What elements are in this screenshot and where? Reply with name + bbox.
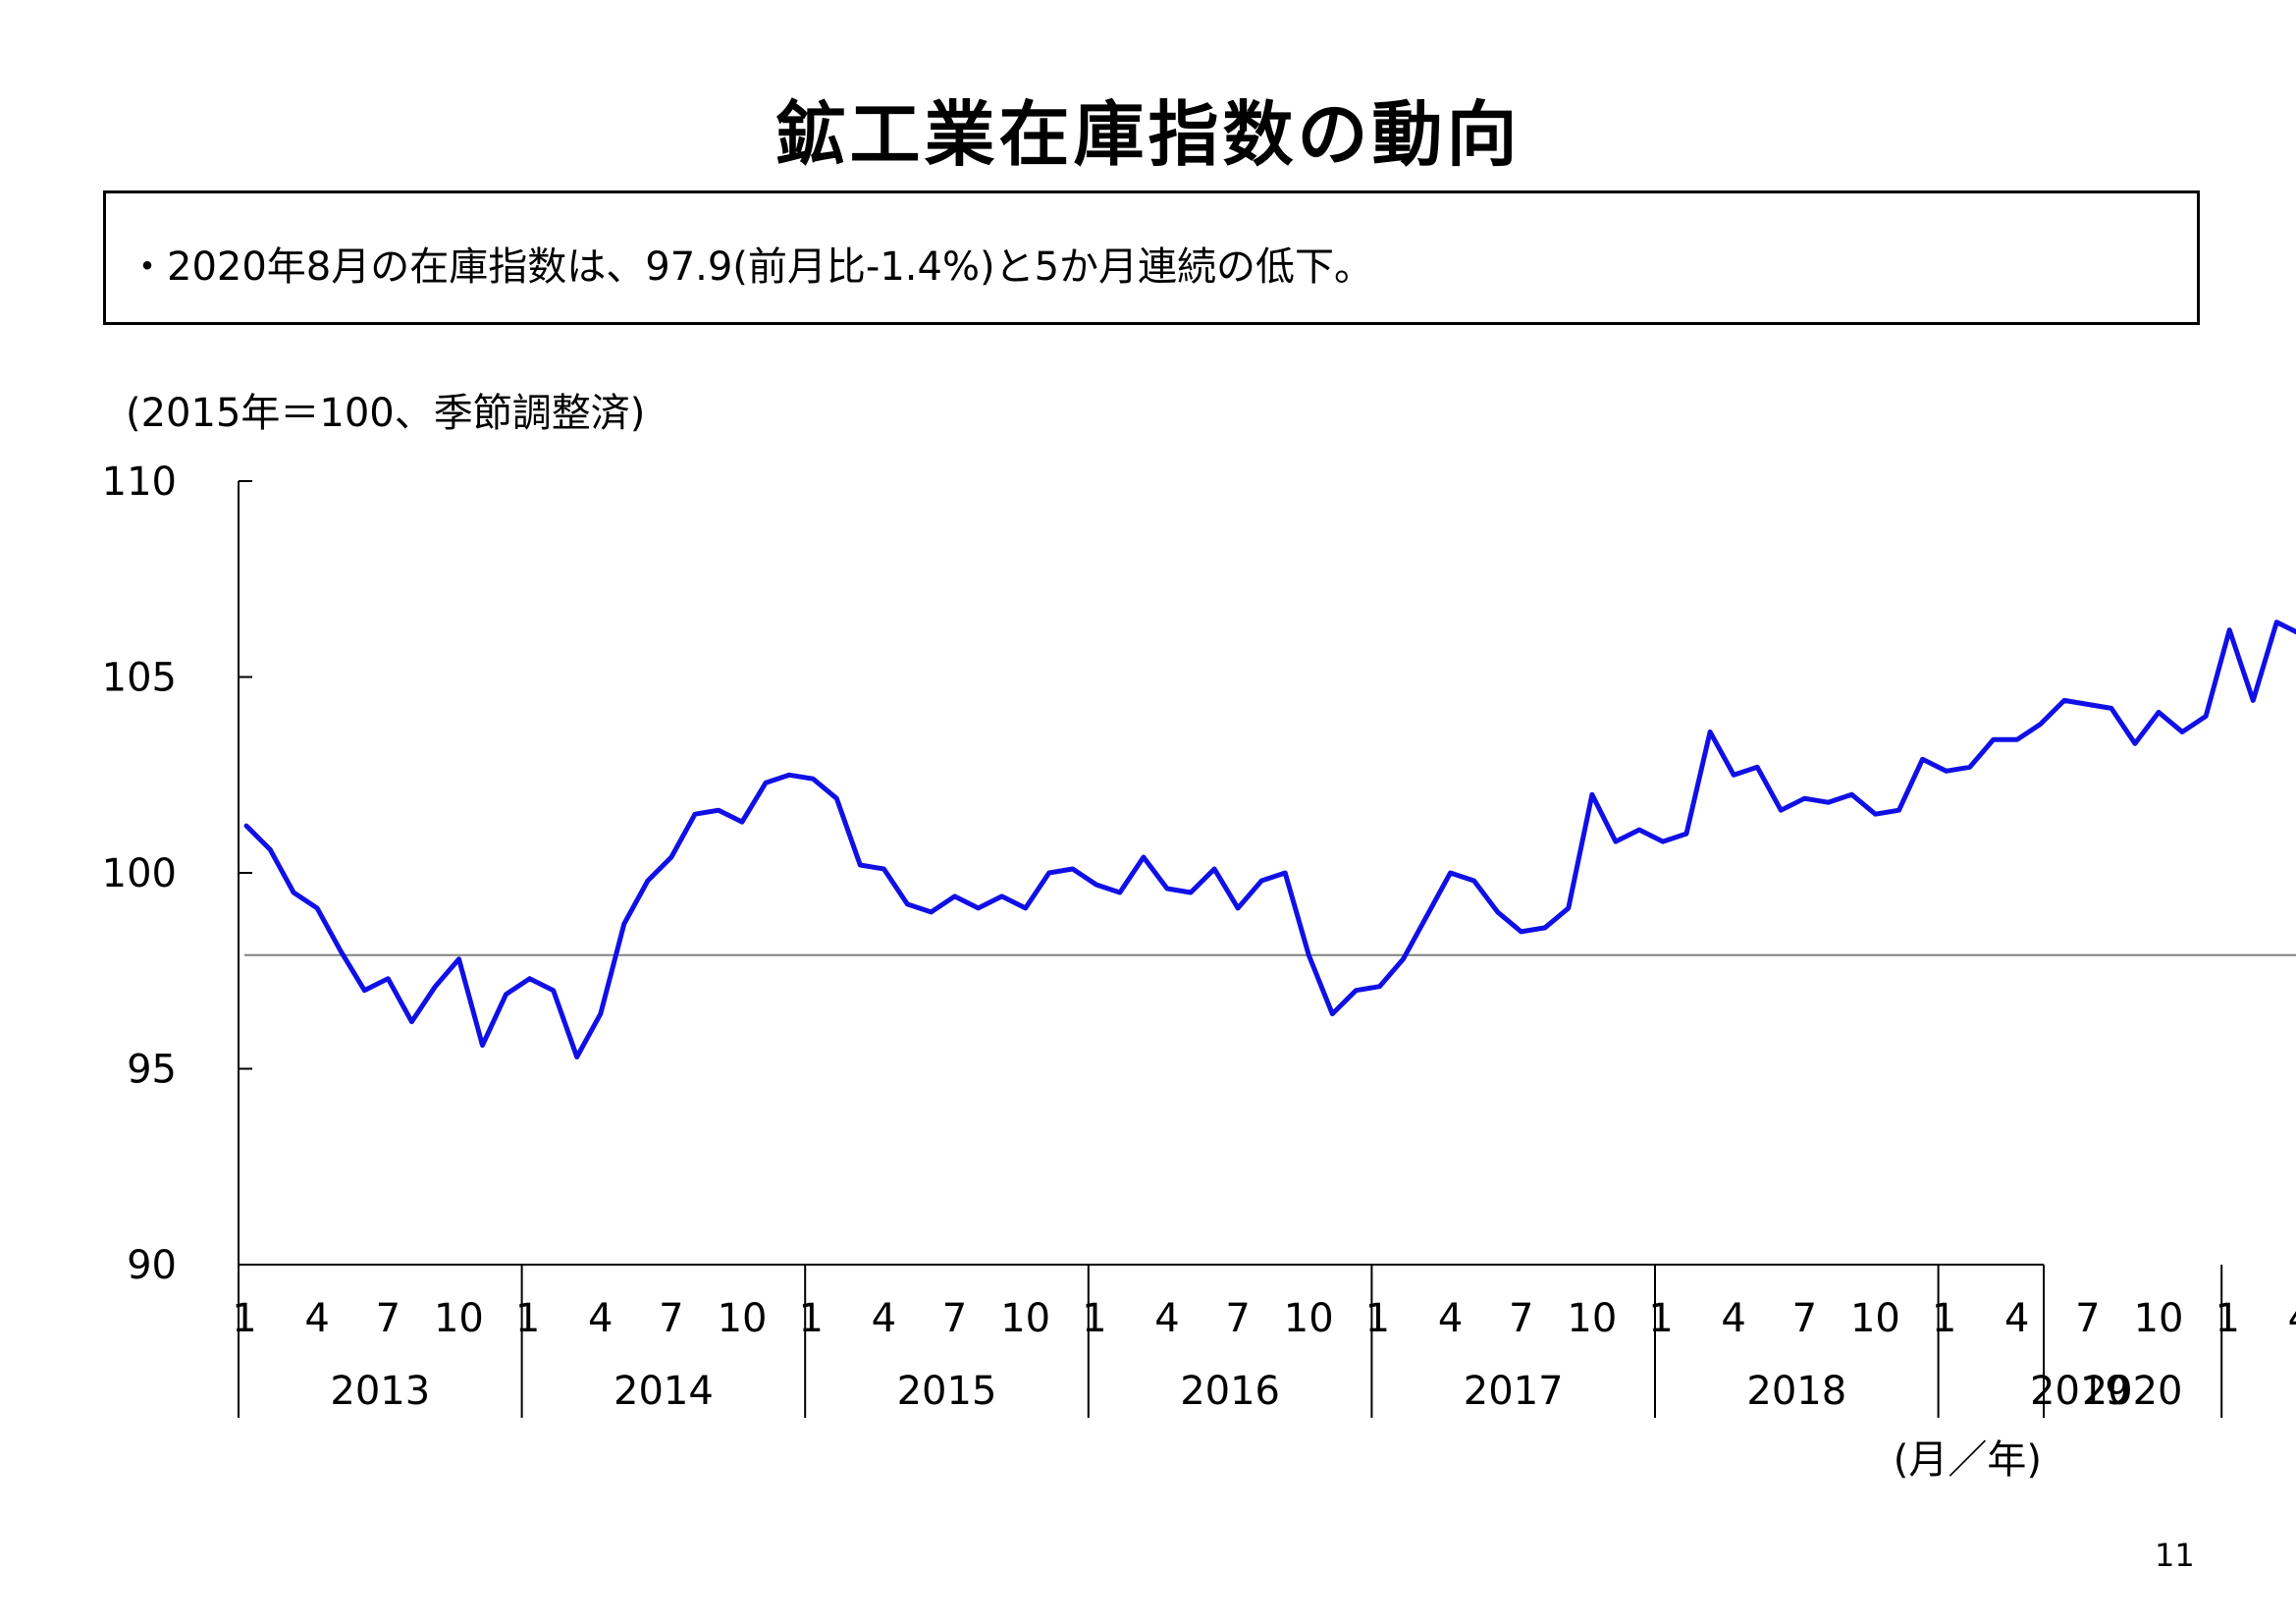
x-month-label: 10 bbox=[1284, 1296, 1334, 1341]
x-month-label: 10 bbox=[1567, 1296, 1617, 1341]
x-month-label: 4 bbox=[872, 1296, 896, 1341]
x-month-label: 4 bbox=[2004, 1296, 2029, 1341]
x-month-label: 1 bbox=[232, 1296, 256, 1341]
x-month-label: 1 bbox=[1365, 1296, 1390, 1341]
x-month-label: 1 bbox=[2215, 1296, 2239, 1341]
x-month-label: 10 bbox=[1000, 1296, 1050, 1341]
summary-box: ・2020年8月の在庫指数は、97.9(前月比-1.4%)と5か月連続の低下。 bbox=[103, 190, 2200, 325]
page-title: 鉱工業在庫指数の動向 bbox=[774, 93, 1522, 176]
x-month-label: 4 bbox=[1438, 1296, 1463, 1341]
x-month-label: 4 bbox=[1154, 1296, 1179, 1341]
x-year-label: 2017 bbox=[1464, 1369, 1564, 1414]
x-year-label: 2018 bbox=[1746, 1369, 1846, 1414]
x-month-label: 7 bbox=[2075, 1296, 2100, 1341]
page-number: 11 bbox=[2155, 1537, 2195, 1574]
x-month-label: 10 bbox=[718, 1296, 768, 1341]
x-month-label: 7 bbox=[1509, 1296, 1533, 1341]
x-month-label: 7 bbox=[659, 1296, 683, 1341]
y-tick-label: 105 bbox=[102, 656, 177, 701]
y-tick-label: 110 bbox=[102, 460, 177, 505]
summary-text: ・2020年8月の在庫指数は、97.9(前月比-1.4%)と5か月連続の低下。 bbox=[128, 244, 1374, 290]
y-tick-label: 95 bbox=[127, 1048, 177, 1093]
x-month-label: 7 bbox=[942, 1296, 967, 1341]
x-month-label: 10 bbox=[1850, 1296, 1900, 1341]
x-month-label: 1 bbox=[1648, 1296, 1673, 1341]
x-year-label: 2016 bbox=[1180, 1369, 1280, 1414]
y-tick-label: 90 bbox=[127, 1243, 177, 1288]
x-month-label: 4 bbox=[1721, 1296, 1745, 1341]
x-month-label: 4 bbox=[304, 1296, 329, 1341]
x-axis-unit-label: (月／年) bbox=[1894, 1437, 2042, 1483]
x-month-label: 1 bbox=[515, 1296, 540, 1341]
chart-unit-note: (2015年＝100、季節調整済) bbox=[126, 391, 646, 436]
x-year-label: 2013 bbox=[330, 1369, 430, 1414]
x-year-label: 2020 bbox=[2083, 1369, 2183, 1414]
x-month-label: 4 bbox=[588, 1296, 613, 1341]
x-month-label: 10 bbox=[2134, 1296, 2184, 1341]
x-month-label: 7 bbox=[1225, 1296, 1250, 1341]
x-month-label: 1 bbox=[1082, 1296, 1106, 1341]
x-month-label: 7 bbox=[376, 1296, 400, 1341]
x-month-label: 1 bbox=[1932, 1296, 1956, 1341]
x-year-label: 2014 bbox=[614, 1369, 714, 1414]
x-year-label: 2019 bbox=[2030, 1369, 2130, 1414]
x-month-label: 4 bbox=[2288, 1296, 2296, 1341]
x-year-label: 2015 bbox=[897, 1369, 997, 1414]
y-tick-label: 100 bbox=[102, 851, 177, 896]
x-month-label: 10 bbox=[434, 1296, 484, 1341]
inventory-index-line bbox=[243, 620, 2296, 1059]
x-month-label: 7 bbox=[1792, 1296, 1817, 1341]
x-month-label: 1 bbox=[798, 1296, 823, 1341]
